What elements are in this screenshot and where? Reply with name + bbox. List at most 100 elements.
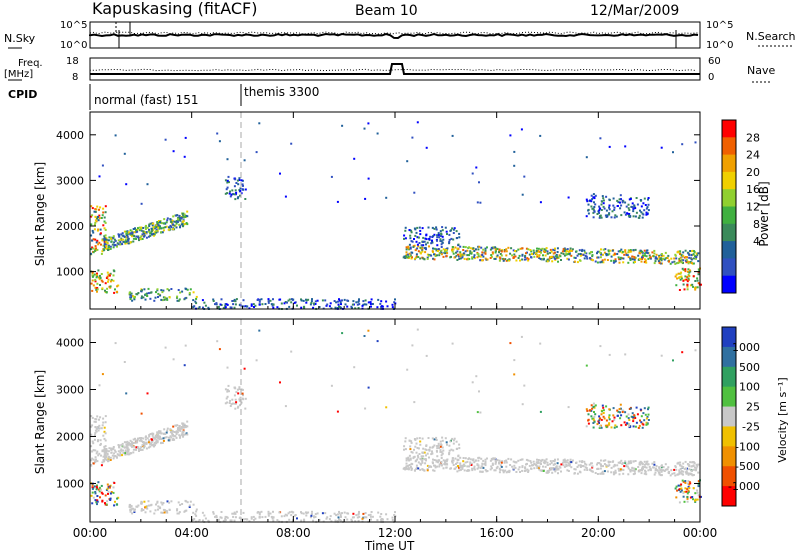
velocity-cell [601,410,603,413]
power-cell [188,292,191,294]
velocity-cell [346,518,349,521]
velocity-cell [164,346,167,349]
nsky-trace [89,32,699,40]
velocity-cell [160,501,163,504]
velocity-cell [421,437,424,440]
velocity-cell [357,513,360,516]
velocity-cell [681,479,684,482]
velocity-cell [239,399,242,402]
power-cell [338,299,341,302]
power-cell [657,260,660,263]
velocity-cell [602,406,605,409]
power-cell [691,283,694,286]
power-cell [466,258,469,261]
power-cell [679,278,682,281]
velocity-cell [505,471,508,474]
power-cell [459,251,462,254]
power-cell [120,233,123,236]
power-cell [599,256,602,259]
power-cell [433,227,436,230]
velocity-cell [493,469,496,472]
velocity-cell [567,462,570,465]
velocity-cell [234,512,237,515]
velocity-cell [286,514,288,517]
velocity-cell [413,469,416,472]
velocity-cell [471,469,474,472]
velocity-cell [122,445,125,448]
power-cell [695,256,698,258]
velocity-cell [586,469,589,471]
power-cell [133,298,136,301]
velocity-cell [608,423,611,426]
velocity-cell [239,517,242,520]
velocity-cell [624,461,627,464]
power-cell [630,205,633,208]
velocity-cell [622,468,625,471]
velocity-cell [647,413,650,416]
nave-trace [89,68,697,72]
power-cell [480,246,483,249]
power-cell [212,300,215,302]
power-cell [241,183,244,186]
velocity-cell [149,504,152,507]
velocity-cell [433,444,436,447]
velocity-cell [445,460,448,463]
power-cell [609,249,612,252]
velocity-cell [142,437,145,440]
power-cell [419,257,422,260]
velocity-cell [591,417,594,420]
velocity-cell [226,388,229,391]
velocity-cell [596,462,599,465]
velocity-cell [608,416,610,419]
velocity-cell [546,471,549,474]
power-cell [696,279,699,282]
power-cell [106,271,109,274]
velocity-cell [651,462,654,465]
power-cell [145,236,148,239]
velocity-cell [510,458,513,461]
velocity-cell [173,431,176,433]
velocity-cell [521,458,524,461]
power-cell [132,295,135,298]
velocity-cell [660,354,663,357]
velocity-cell [521,403,524,406]
power-cell [686,283,689,286]
velocity-cell [628,462,631,465]
power-cell [92,251,95,254]
velocity-cell [117,496,120,499]
power-cell [645,207,648,210]
velocity-cell [232,515,235,518]
power-cell [603,251,606,254]
velocity-cell [674,465,677,468]
power-cell [106,287,109,290]
velocity-cell [520,335,523,338]
power-cell [436,234,439,237]
power-cell [364,197,367,200]
power-cell [156,288,159,291]
velocity-cell [93,438,96,441]
velocity-cell [662,466,665,469]
velocity-cell [139,448,142,451]
velocity-cell [161,442,164,444]
velocity-cell [178,427,181,430]
power-cell [95,276,98,279]
velocity-cell [229,399,231,402]
power-cell [106,275,109,278]
power-cell [413,257,416,260]
power-cell [632,261,635,264]
velocity-cell [454,457,457,460]
velocity-cell [452,439,455,442]
velocity-cell [693,462,696,465]
power-cell [90,223,93,226]
velocity-cell [404,437,407,440]
velocity-cell [175,424,178,427]
velocity-cell [419,457,422,460]
velocity-cell [455,462,457,465]
power-cell [624,213,627,216]
power-cell [410,240,413,243]
power-cell [108,236,111,239]
velocity-cell [94,456,97,459]
power-cell [688,253,691,256]
power-cell [95,208,98,211]
velocity-cell [333,512,336,515]
